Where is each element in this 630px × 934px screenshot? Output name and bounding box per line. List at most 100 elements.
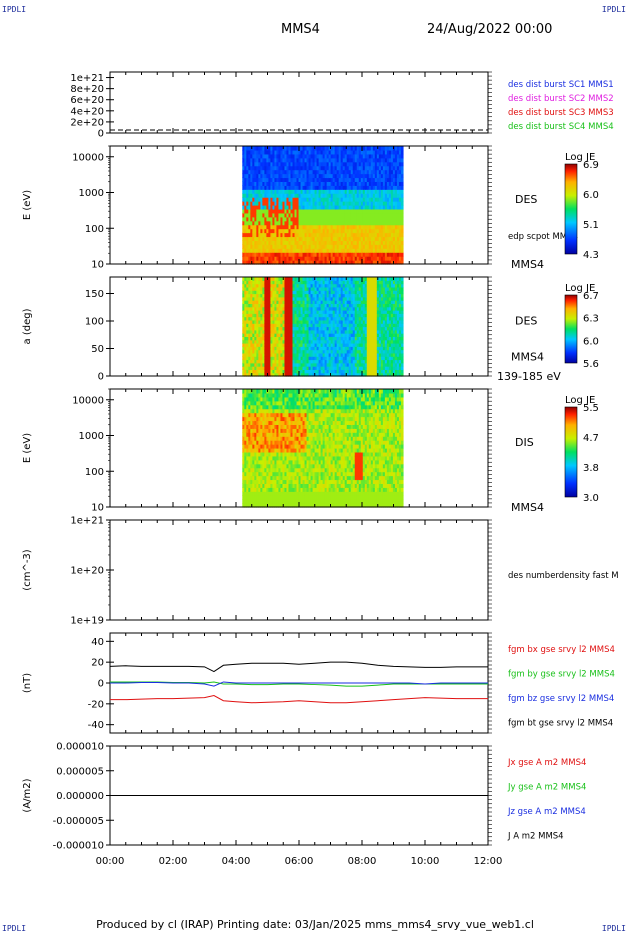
- heatmap-cell: [358, 310, 362, 314]
- heatmap-cell: [326, 177, 330, 182]
- heatmap-cell: [344, 153, 348, 159]
- heatmap-cell: [332, 157, 336, 163]
- heatmap-cell: [324, 236, 328, 241]
- heatmap-cell: [292, 290, 296, 295]
- heatmap-cell: [300, 173, 304, 179]
- heatmap-cell: [268, 244, 272, 249]
- heatmap-cell: [358, 205, 362, 210]
- heatmap-cell: [356, 336, 360, 341]
- heatmap-cell: [304, 356, 308, 361]
- heatmap-cell: [362, 349, 366, 354]
- heatmap-cell: [272, 346, 276, 351]
- heatmap-cell: [332, 181, 336, 186]
- heatmap-cell: [358, 356, 362, 361]
- heatmap-cell: [256, 323, 259, 328]
- heatmap-cell: [288, 224, 292, 230]
- heatmap-cell: [370, 349, 374, 354]
- heatmap-cell: [372, 333, 376, 337]
- heatmap-cell: [360, 293, 364, 298]
- heatmap-cell: [298, 339, 302, 344]
- heatmap-cell: [354, 313, 358, 318]
- heatmap-cell: [352, 346, 356, 351]
- heatmap-cell: [290, 349, 294, 354]
- heatmap-cell: [318, 326, 322, 331]
- heatmap-cell: [340, 306, 344, 311]
- heatmap-cell: [398, 326, 402, 331]
- heatmap-cell: [334, 296, 338, 301]
- heatmap-cell: [350, 169, 354, 175]
- heatmap-cell: [360, 248, 364, 253]
- heatmap-cell: [374, 296, 378, 301]
- heatmap-cell: [400, 146, 404, 151]
- heatmap-cell: [388, 193, 392, 198]
- heatmap-cell: [292, 146, 296, 151]
- heatmap-cell: [280, 161, 284, 167]
- heatmap-cell: [360, 290, 364, 295]
- heatmap-cell: [356, 356, 360, 361]
- heatmap-cell: [326, 323, 330, 328]
- heatmap-cell: [352, 252, 356, 257]
- heatmap-cell: [294, 343, 298, 347]
- heatmap-cell: [276, 165, 280, 171]
- heatmap-cell: [348, 181, 352, 186]
- heatmap-cell: [390, 336, 394, 341]
- heatmap-cell: [340, 310, 344, 314]
- heatmap-cell: [368, 316, 372, 321]
- heatmap-cell: [300, 193, 304, 198]
- heatmap-cell: [360, 244, 364, 249]
- heatmap-cell: [342, 236, 346, 241]
- heatmap-cell: [244, 193, 247, 198]
- heatmap-cell: [336, 280, 340, 285]
- heatmap-cell: [388, 362, 392, 367]
- heatmap-cell: [300, 323, 304, 328]
- heatmap-cell: [372, 310, 376, 314]
- heatmap-cell: [366, 208, 370, 214]
- heatmap-cell: [384, 236, 388, 241]
- heatmap-cell: [372, 157, 376, 163]
- heatmap-cell: [356, 244, 360, 249]
- heatmap-cell: [326, 290, 330, 295]
- heatmap-cell: [308, 326, 312, 331]
- heatmap-cell: [388, 153, 392, 159]
- heatmap-cell: [332, 372, 336, 377]
- heatmap-cell: [378, 277, 382, 281]
- heatmap-cell: [286, 306, 290, 311]
- heatmap-cell: [304, 283, 308, 288]
- heatmap-cell: [356, 169, 360, 175]
- heatmap-cell: [256, 359, 259, 364]
- heatmap-cell: [288, 369, 292, 374]
- heatmap-cell: [366, 240, 370, 245]
- heatmap-cell: [298, 343, 302, 347]
- heatmap-cell: [334, 181, 338, 186]
- heatmap-cell: [340, 300, 344, 304]
- heatmap-cell: [280, 165, 284, 171]
- heatmap-cell: [338, 336, 342, 341]
- heatmap-cell: [322, 256, 326, 261]
- heatmap-cell: [272, 369, 276, 374]
- heatmap-cell: [378, 256, 382, 261]
- heatmap-cell: [274, 352, 278, 357]
- heatmap-cell: [386, 146, 390, 151]
- heatmap-cell: [350, 356, 354, 361]
- heatmap-cell: [382, 208, 386, 214]
- heatmap-cell: [344, 169, 348, 175]
- heatmap-cell: [318, 280, 322, 285]
- heatmap-cell: [380, 248, 384, 253]
- heatmap-cell: [396, 260, 400, 265]
- heatmap-cell: [340, 244, 344, 249]
- heatmap-cell: [380, 296, 384, 301]
- heatmap-cell: [360, 189, 364, 194]
- heatmap-cell: [362, 236, 366, 241]
- heatmap-cell: [370, 224, 374, 230]
- heatmap-cell: [330, 256, 334, 261]
- heatmap-cell: [256, 153, 259, 159]
- heatmap-cell: [264, 313, 267, 318]
- heatmap-cell: [378, 197, 382, 202]
- heatmap-cell: [332, 252, 336, 257]
- heatmap-cell: [250, 185, 253, 190]
- heatmap-cell: [276, 149, 280, 155]
- heatmap-cell: [270, 286, 274, 291]
- heatmap-cell: [254, 296, 257, 301]
- heatmap-cell: [314, 310, 318, 314]
